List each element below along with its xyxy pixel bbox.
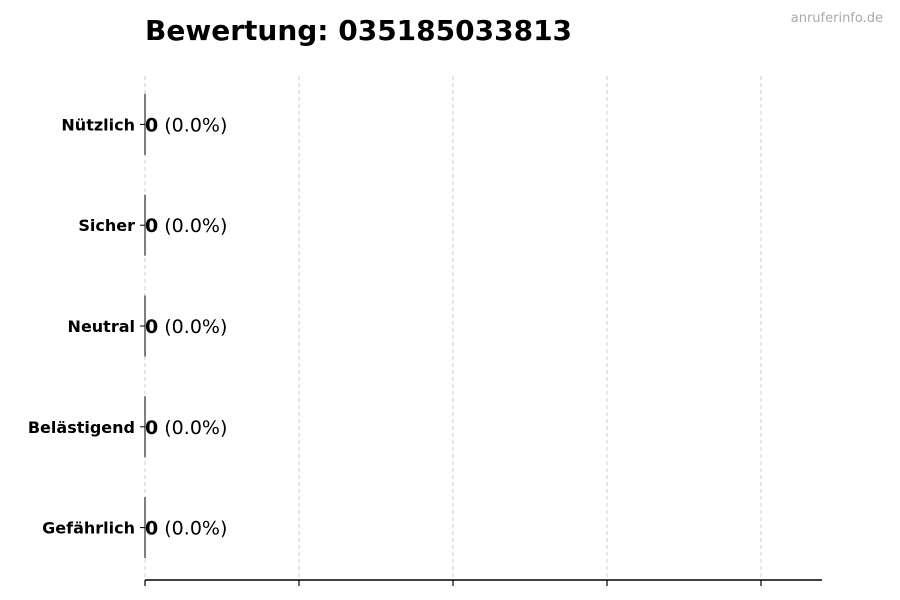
- bars: 0 (0.0%)0 (0.0%)0 (0.0%)0 (0.0%)0 (0.0%): [144, 93, 227, 559]
- value-count: 0: [145, 215, 158, 237]
- value-label: 0 (0.0%): [145, 518, 227, 540]
- value-percent: (0.0%): [158, 417, 227, 439]
- category-label: Neutral: [68, 317, 135, 336]
- value-count: 0: [145, 417, 158, 439]
- value-label: 0 (0.0%): [145, 114, 227, 136]
- category-label: Belästigend: [28, 418, 135, 437]
- value-count: 0: [145, 114, 158, 136]
- value-label: 0 (0.0%): [145, 417, 227, 439]
- grid: [144, 76, 762, 580]
- category-label: Sicher: [78, 216, 135, 235]
- watermark: anruferinfo.de: [791, 11, 883, 26]
- value-label: 0 (0.0%): [145, 215, 227, 237]
- axes: Nützlich Sicher Neutral Belästigend Gefährli…: [28, 115, 822, 586]
- value-count: 0: [145, 518, 158, 540]
- value-percent: (0.0%): [158, 316, 227, 338]
- chart-title: Bewertung: 035185033813: [145, 14, 572, 47]
- category-label: Nützlich: [61, 115, 135, 134]
- value-percent: (0.0%): [158, 215, 227, 237]
- value-count: 0: [145, 316, 158, 338]
- value-percent: (0.0%): [158, 518, 227, 540]
- category-label: Gefährlich: [42, 519, 135, 538]
- value-percent: (0.0%): [158, 114, 227, 136]
- value-label: 0 (0.0%): [145, 316, 227, 338]
